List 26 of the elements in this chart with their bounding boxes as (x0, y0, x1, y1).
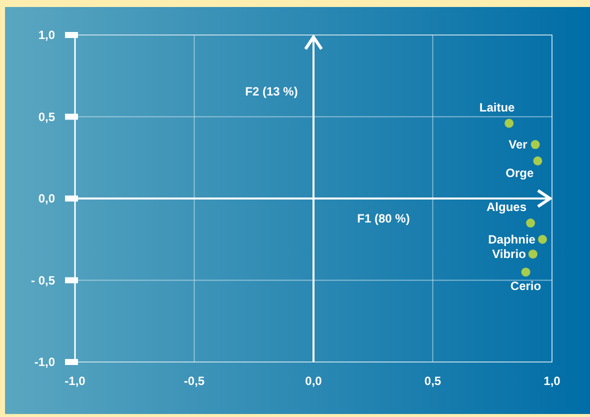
annotation: Vibrio (492, 247, 526, 262)
x-tick-label: -0,5 (184, 374, 205, 388)
x-tick-label: -1,0 (64, 374, 86, 388)
annotation: Cerio (510, 279, 542, 294)
point (533, 156, 542, 166)
annotation: Laitue (479, 100, 516, 114)
point (504, 118, 514, 128)
annotation: Ver (508, 138, 528, 152)
point (526, 218, 536, 228)
point (521, 268, 530, 277)
y-tick-label: - 0,5 (30, 273, 56, 288)
point (538, 234, 547, 244)
x-axis-title: F1 (80 %) (357, 212, 410, 226)
x-tick-label: 0,0 (305, 374, 322, 388)
y-tick-label: -1,0 (34, 355, 56, 369)
annotation: Daphnie (488, 232, 536, 246)
y-tick-label: 1,0 (38, 28, 56, 42)
y-tick-label: 0,5 (38, 110, 56, 124)
point (530, 140, 540, 150)
annotation: Algues (486, 200, 527, 214)
y-axis-title: F2 (13 %) (245, 84, 298, 98)
annotation: Orge (506, 166, 534, 180)
point (528, 250, 538, 259)
x-tick-label: 1,0 (544, 374, 561, 388)
y-tick-label: 0,0 (38, 192, 56, 206)
x-tick-label: 0,5 (424, 374, 442, 388)
